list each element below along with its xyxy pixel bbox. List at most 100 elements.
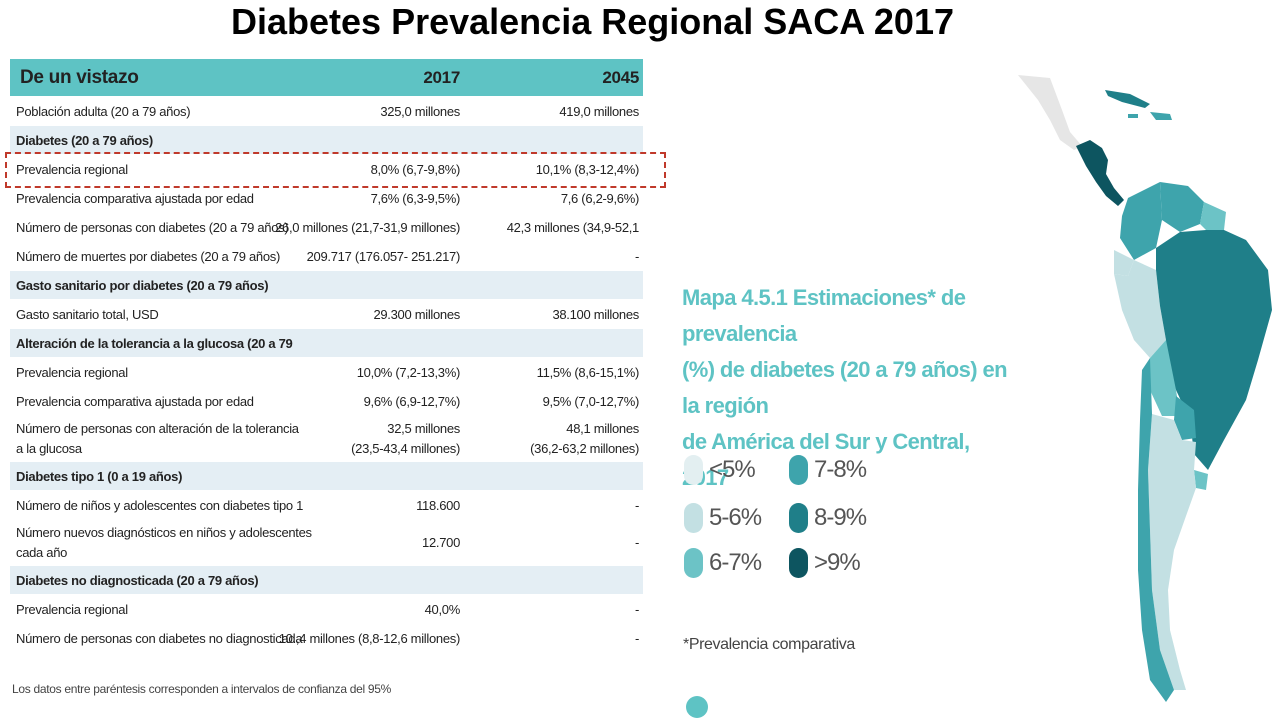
row-label-line: a la glucosa: [16, 441, 82, 456]
map-region-brazil: [1156, 230, 1272, 470]
value-line: (23,5-43,4 millones): [351, 441, 460, 456]
legend-item: <5%: [684, 455, 756, 485]
section-row: Diabetes (20 a 79 años): [10, 126, 643, 155]
legend-swatch: [684, 455, 703, 485]
legend-swatch-partial: [686, 696, 708, 718]
value-2045: 7,6 (6,2-9,6%): [560, 191, 639, 206]
legend-item: 6-7%: [684, 548, 762, 578]
value-line: 12.700: [422, 535, 460, 550]
legend-item: >9%: [789, 548, 861, 578]
value-2045: -: [634, 631, 639, 646]
map-region-guyanas: [1200, 202, 1226, 230]
map-region-argentina: [1148, 414, 1196, 690]
value-2045: 419,0 millones: [559, 104, 639, 119]
value-2045: 9,5% (7,0-12,7%): [542, 394, 640, 409]
map-caption: Mapa 4.5.1 Estimaciones* de prevalencia …: [682, 280, 1012, 496]
value-2045: -: [634, 602, 639, 617]
table-row: Prevalencia comparativa ajustada por eda…: [10, 184, 643, 213]
legend-swatch: [789, 455, 808, 485]
value-2017: 40,0%: [424, 602, 461, 617]
row-label: Prevalencia comparativa ajustada por eda…: [16, 191, 254, 206]
value-line: -: [634, 535, 639, 550]
row-label: Número nuevos diagnósticos en niños y ad…: [16, 523, 316, 563]
row-label: Número de personas con diabetes no diagn…: [16, 631, 303, 646]
table-row: Prevalencia regional 40,0% -: [10, 595, 643, 624]
map-region-jamaica: [1128, 114, 1138, 118]
legend-label: 8-9%: [814, 504, 867, 531]
table-row: Gasto sanitario total, USD 29.300 millone…: [10, 300, 643, 329]
map-caption-line: de América del Sur y Central, 2017: [682, 429, 970, 490]
legend-item: 5-6%: [684, 503, 762, 533]
legend-label: 6-7%: [709, 549, 762, 576]
summary-table: De un vistazo 2017 2045 Población adulta…: [10, 59, 643, 653]
map-region-hispaniola: [1150, 112, 1172, 120]
row-label-line: Número nuevos diagnósticos en niños y ad…: [16, 525, 312, 540]
value-2017: 10.,4 millones (8,8-12,6 millones): [278, 631, 461, 646]
header-2045: 2045: [602, 68, 639, 87]
value-2017: 118.600: [416, 498, 460, 513]
page-title: Diabetes Prevalencia Regional SACA 2017: [231, 1, 954, 42]
map-caption-line: (%) de diabetes (20 a 79 años) en la reg…: [682, 357, 1008, 418]
row-label: Número de muertes por diabetes (20 a 79 …: [16, 249, 280, 264]
value-2017: 8,0% (6,7-9,8%): [370, 162, 461, 177]
legend-swatch: [684, 503, 703, 533]
legend-swatch: [789, 548, 808, 578]
row-label: Prevalencia regional: [16, 365, 128, 380]
value-2045: -: [634, 498, 639, 513]
section-label: Diabetes no diagnosticada (20 a 79 años): [16, 573, 259, 588]
map-region-colombia: [1120, 182, 1162, 260]
map-region-peru: [1114, 260, 1166, 358]
map-region-mexico: [1018, 75, 1082, 150]
value-2045: -: [634, 249, 639, 264]
row-label: Prevalencia comparativa ajustada por eda…: [16, 394, 254, 409]
south-america-map: [1018, 75, 1272, 702]
table-row: Número de personas con alteración de la …: [10, 416, 643, 462]
table-row: Número de personas con diabetes (20 a 79…: [10, 213, 643, 264]
section-row: Gasto sanitario por diabetes (20 a 79 añ…: [10, 271, 643, 300]
section-label: Gasto sanitario por diabetes (20 a 79 añ…: [16, 278, 269, 293]
table-row: Prevalencia regional 10,0% (7,2-13,3%) 11,…: [10, 358, 643, 387]
table-row: Número de muertes por diabetes (20 a 79 …: [10, 242, 643, 271]
row-label: Población adulta (20 a 79 años): [16, 104, 191, 119]
table-header: De un vistazo 2017 2045: [10, 59, 643, 97]
footnote: Los datos entre paréntesis corresponden …: [12, 682, 392, 696]
value-2017: 7,6% (6,3-9,5%): [370, 191, 461, 206]
row-label: Prevalencia regional: [16, 602, 128, 617]
table-row: Número de personas con diabetes no diagn…: [10, 624, 643, 653]
legend-label: 5-6%: [709, 504, 762, 531]
value-2017: 10,0% (7,2-13,3%): [356, 365, 461, 380]
map-region-ecuador: [1114, 250, 1134, 276]
value-2045: -: [463, 533, 639, 553]
legend-item: 8-9%: [789, 503, 867, 533]
legend-item: 7-8%: [789, 455, 867, 485]
row-label: Número de personas con alteración de la …: [16, 419, 316, 459]
value-2045: 48,1 millones (36,2-63,2 millones): [463, 419, 639, 459]
map-caption-line: Mapa 4.5.1 Estimaciones* de prevalencia: [682, 285, 966, 346]
section-row: Diabetes tipo 1 (0 a 19 años): [10, 462, 643, 491]
map-region-chile: [1138, 358, 1174, 702]
table-row: Población adulta (20 a 79 años) 325,0 mil…: [10, 97, 643, 126]
legend-label: >9%: [814, 549, 861, 576]
row-label: Prevalencia regional: [16, 162, 128, 177]
row-label-line: cada año: [16, 545, 68, 560]
header-2017: 2017: [423, 68, 460, 87]
table-row: Número nuevos diagnósticos en niños y ad…: [10, 520, 643, 566]
map-region-cuba: [1105, 90, 1150, 108]
header-label: De un vistazo: [20, 67, 139, 88]
highlight-box: [5, 152, 666, 188]
value-line: (36,2-63,2 millones): [530, 441, 639, 456]
map-region-paraguay: [1174, 396, 1196, 440]
table-row: Prevalencia regional 8,0% (6,7-9,8%) 10,1%…: [10, 155, 643, 184]
legend-swatch: [789, 503, 808, 533]
row-label: Número de personas con diabetes (20 a 79…: [16, 220, 289, 235]
row-label: Número de niños y adolescentes con diabe…: [16, 498, 304, 513]
value-2045: 38.100 millones: [552, 307, 639, 322]
section-row: Alteración de la tolerancia a la glucosa…: [10, 329, 643, 380]
section-label: Diabetes (20 a 79 años): [16, 133, 153, 148]
legend-swatch: [684, 548, 703, 578]
value-2017: 29.300 millones: [373, 307, 460, 322]
table-body: Población adulta (20 a 79 años) 325,0 mil…: [10, 97, 643, 653]
value-2017: 325,0 millones: [380, 104, 460, 119]
map-region-bolivia: [1150, 340, 1180, 416]
map-region-venezuela: [1160, 182, 1204, 232]
